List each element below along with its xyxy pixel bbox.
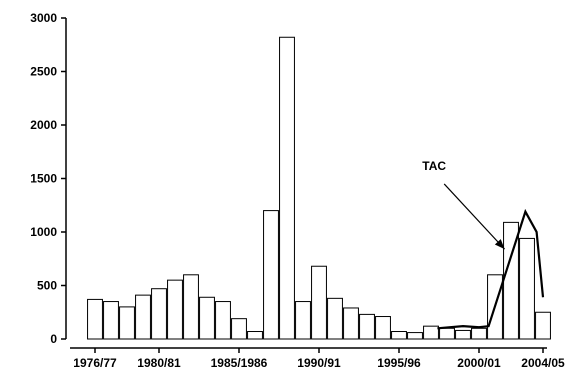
bar <box>231 318 247 340</box>
x-tick-label: 1990/91 <box>297 356 341 370</box>
bar <box>407 332 423 340</box>
x-tick-label: 1976/77 <box>73 356 117 370</box>
bar <box>295 301 311 340</box>
x-axis: 1976/77 1980/81 1985/1986 1990/91 1995/96 200… <box>70 347 565 370</box>
y-tick-label: 500 <box>37 279 57 293</box>
bar <box>215 301 231 340</box>
annotation-arrow-shaft <box>443 183 506 250</box>
bar <box>519 237 535 340</box>
bar <box>439 327 455 340</box>
x-tick-label: 1995/96 <box>377 356 421 370</box>
bar <box>263 210 279 340</box>
x-tick-label: 2004/05 <box>521 356 565 370</box>
y-tick-label: 0 <box>50 332 57 346</box>
bar <box>391 331 407 340</box>
y-tick-label: 1000 <box>30 225 57 239</box>
bar <box>279 36 295 340</box>
bar <box>167 279 183 340</box>
y-tick-label: 3000 <box>30 11 57 25</box>
bar <box>343 307 359 340</box>
y-tick-label: 1500 <box>30 172 57 186</box>
bar <box>247 331 263 340</box>
annotation-arrow-head <box>494 239 505 250</box>
bar <box>151 288 167 340</box>
tac-line <box>437 208 545 330</box>
bar <box>423 325 439 340</box>
x-tick-label: 1980/81 <box>137 356 181 370</box>
bar <box>119 306 135 340</box>
bar <box>535 311 551 340</box>
bar <box>183 274 199 340</box>
bar <box>199 296 215 340</box>
y-tick-label: 2000 <box>30 118 57 132</box>
x-tick-label: 1985/1986 <box>211 356 268 370</box>
bar <box>455 329 471 340</box>
x-tick-label: 2000/01 <box>457 356 501 370</box>
y-axis: 0 500 1000 1500 2000 2500 3000 <box>30 11 67 346</box>
bar <box>327 297 343 340</box>
tac-overlay <box>437 208 545 330</box>
bar <box>471 327 487 340</box>
tac-annotation-label: TAC <box>422 159 446 173</box>
y-tick-label: 2500 <box>30 65 57 79</box>
bar <box>87 298 103 340</box>
annotations: TAC <box>422 159 506 250</box>
bar <box>375 316 391 340</box>
bar <box>103 301 119 340</box>
bar <box>135 294 151 340</box>
bar <box>311 265 327 340</box>
bar-series <box>87 36 551 340</box>
bar <box>359 313 375 340</box>
